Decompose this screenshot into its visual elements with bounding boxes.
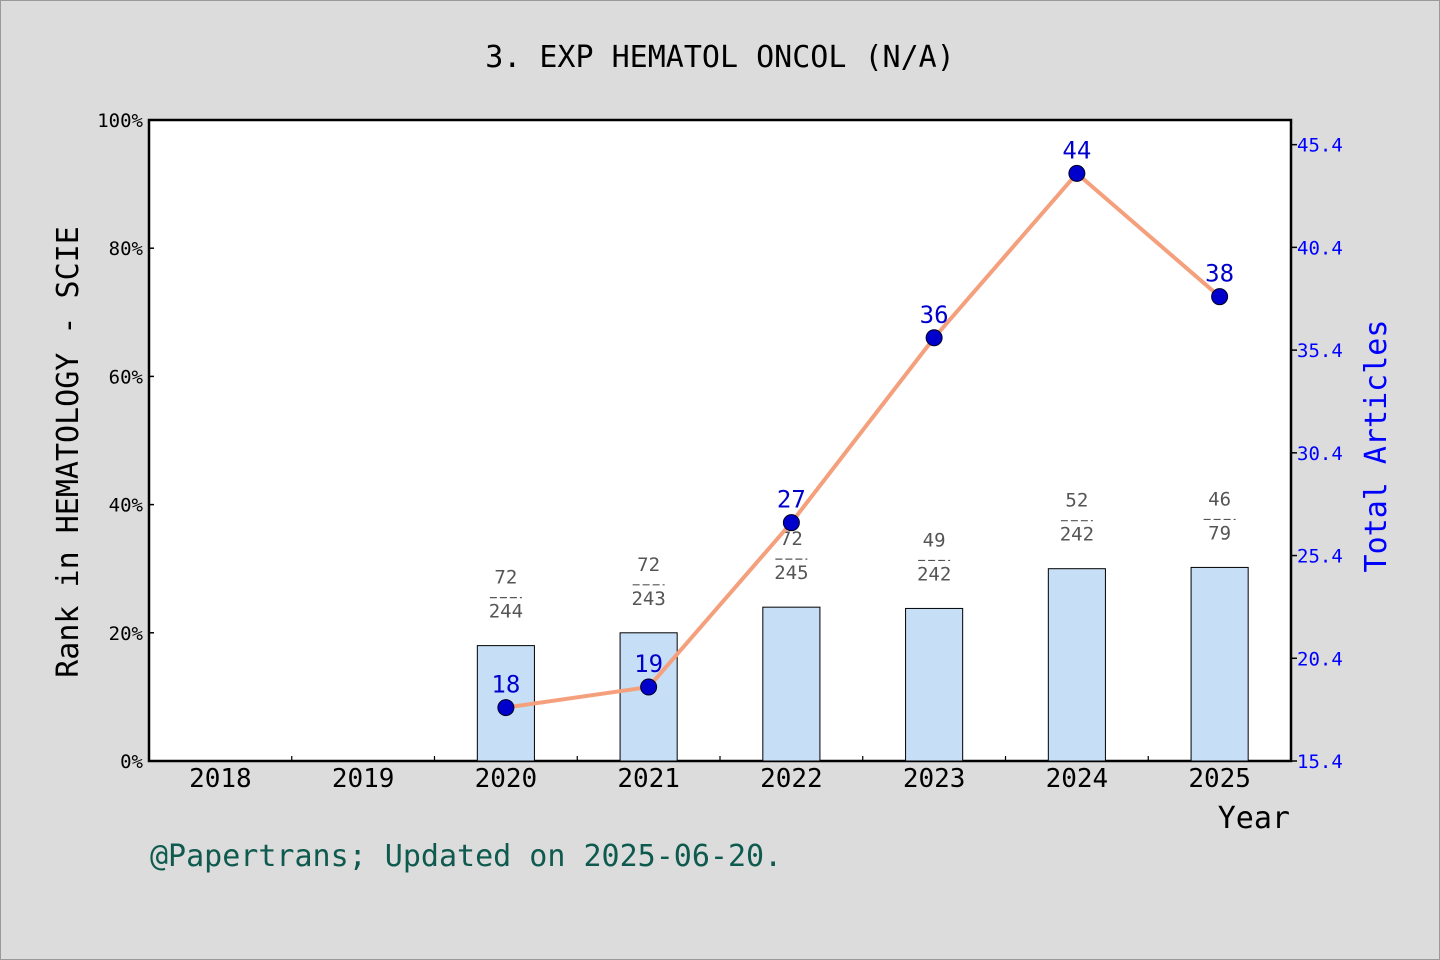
- line-layer: 18 19 27 36 44 38: [491, 136, 1234, 717]
- bar-total-label: 79: [1208, 522, 1231, 544]
- x-tick-label: 2025: [1188, 764, 1251, 794]
- bar-rank-label: 46: [1208, 488, 1231, 510]
- bar-rank-label: 52: [1065, 490, 1088, 512]
- line-point-2024: [1068, 164, 1086, 182]
- bar-2025: [1190, 566, 1249, 762]
- x-tick-label: 2018: [189, 764, 252, 794]
- fraction-labels-layer: 72 244 72 243 72 245 49 242 52 242 46 79: [489, 488, 1236, 623]
- y-tick-label: 40%: [109, 495, 144, 517]
- y2-tick-label: 45.4: [1297, 135, 1343, 157]
- bar-total-label: 243: [631, 588, 665, 610]
- line-point-label: 19: [634, 650, 663, 678]
- x-tick-label: 2024: [1046, 764, 1109, 794]
- bar-rank-label: 49: [923, 529, 946, 551]
- right-axis: 15.4 20.4 25.4 30.4 35.4 40.4 45.4: [1291, 135, 1343, 773]
- plot-area: [147, 118, 1293, 763]
- x-tick-label: 2021: [617, 764, 680, 794]
- articles-line: [505, 171, 1221, 710]
- y-tick-label: 20%: [109, 623, 144, 645]
- y-tick-label: 100%: [97, 110, 143, 132]
- bar-rank-label: 72: [780, 528, 803, 550]
- x-axis-label: Year: [1218, 801, 1290, 836]
- bar-2024: [1047, 568, 1106, 762]
- x-tick-label: 2022: [760, 764, 823, 794]
- bar-2023: [905, 607, 964, 762]
- bar-total-label: 245: [774, 562, 808, 584]
- y2-tick-label: 20.4: [1297, 648, 1343, 670]
- line-point-label: 27: [777, 486, 806, 514]
- y-axis-label: Rank in HEMATOLOGY - SCIE: [51, 226, 86, 678]
- bar-rank-label: 72: [494, 567, 517, 589]
- x-tick-label: 2019: [332, 764, 395, 794]
- line-point-label: 38: [1205, 260, 1234, 288]
- footer-credit: @Papertrans; Updated on 2025-06-20.: [150, 839, 782, 874]
- y2-axis-label: Total Articles: [1359, 320, 1394, 573]
- y2-tick-label: 30.4: [1297, 443, 1343, 465]
- line-point-label: 18: [491, 671, 520, 699]
- y2-tick-label: 15.4: [1297, 751, 1343, 773]
- y2-tick-label: 25.4: [1297, 546, 1343, 568]
- y-tick-label: 60%: [109, 366, 144, 388]
- bar-total-label: 244: [489, 601, 523, 623]
- bar-2022: [762, 606, 821, 762]
- y-tick-label: 80%: [109, 238, 144, 260]
- y2-tick-label: 35.4: [1297, 340, 1343, 362]
- bar-rank-label: 72: [637, 554, 660, 576]
- y2-tick-label: 40.4: [1297, 237, 1343, 259]
- bar-total-label: 242: [917, 563, 951, 585]
- left-axis: 0% 20% 40% 60% 80% 100%: [97, 110, 154, 773]
- line-point-label: 44: [1062, 136, 1091, 164]
- line-point-label: 36: [920, 301, 949, 329]
- bar-total-label: 242: [1060, 524, 1094, 546]
- x-tick-label: 2023: [903, 764, 966, 794]
- x-tick-label: 2020: [475, 764, 538, 794]
- line-point-2021: [640, 678, 658, 696]
- line-point-2023: [925, 329, 943, 347]
- chart-title: 3. EXP HEMATOL ONCOL (N/A): [485, 40, 955, 75]
- y-tick-label: 0%: [120, 751, 143, 773]
- line-point-2022: [782, 514, 800, 532]
- line-point-2020: [497, 699, 515, 717]
- x-axis: 2018 2019 2020 2021 2022 2023 2024 2025: [189, 756, 1251, 794]
- bar-2021: [619, 632, 678, 762]
- line-point-2025: [1211, 288, 1229, 306]
- bars-layer: [476, 566, 1249, 762]
